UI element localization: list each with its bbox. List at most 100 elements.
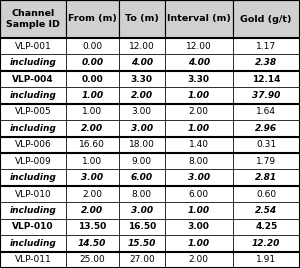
Bar (165, 104, 232, 120)
Bar (118, 252, 165, 268)
Bar (232, 54, 300, 71)
Text: 18.00: 18.00 (129, 140, 155, 149)
Bar (0, 137, 66, 153)
Text: 4.00: 4.00 (131, 58, 153, 67)
Text: including: including (10, 58, 56, 67)
Text: 2.00: 2.00 (81, 206, 103, 215)
Bar (165, 153, 232, 169)
Text: 12.00: 12.00 (186, 42, 212, 51)
Bar (165, 219, 232, 235)
Bar (66, 137, 118, 153)
Text: including: including (10, 239, 56, 248)
Bar (232, 38, 300, 54)
Text: 1.79: 1.79 (256, 157, 276, 166)
Text: 1.00: 1.00 (188, 206, 210, 215)
Bar (232, 169, 300, 186)
Bar (165, 71, 232, 87)
Bar (0, 202, 66, 219)
Text: 0.00: 0.00 (81, 75, 103, 84)
Text: 3.00: 3.00 (81, 173, 103, 182)
Text: 3.00: 3.00 (131, 124, 153, 133)
Bar (165, 120, 232, 137)
Text: 27.00: 27.00 (129, 255, 154, 264)
Text: 3.30: 3.30 (131, 75, 153, 84)
Text: 16.60: 16.60 (79, 140, 105, 149)
Bar (66, 87, 118, 104)
Bar (165, 87, 232, 104)
Text: 3.00: 3.00 (132, 107, 152, 116)
Text: 2.00: 2.00 (82, 189, 102, 199)
Text: 12.00: 12.00 (129, 42, 154, 51)
Bar (232, 104, 300, 120)
Text: 37.90: 37.90 (252, 91, 280, 100)
Bar (66, 71, 118, 87)
Text: 6.00: 6.00 (189, 189, 209, 199)
Text: 8.00: 8.00 (132, 189, 152, 199)
Bar (232, 219, 300, 235)
Bar (165, 202, 232, 219)
Bar (232, 202, 300, 219)
Text: From (m): From (m) (68, 14, 117, 24)
Text: VLP-004: VLP-004 (12, 75, 54, 84)
Bar (66, 38, 118, 54)
Text: VLP-001: VLP-001 (15, 42, 51, 51)
Bar (165, 38, 232, 54)
Text: 1.00: 1.00 (82, 157, 102, 166)
Text: 0.00: 0.00 (81, 58, 103, 67)
Bar (118, 186, 165, 202)
Bar (0, 54, 66, 71)
Bar (0, 104, 66, 120)
Text: including: including (10, 173, 56, 182)
Text: 0.60: 0.60 (256, 189, 276, 199)
Bar (232, 0, 300, 38)
Text: 2.81: 2.81 (255, 173, 277, 182)
Bar (66, 235, 118, 252)
Bar (118, 120, 165, 137)
Bar (66, 202, 118, 219)
Text: 4.00: 4.00 (188, 58, 210, 67)
Bar (66, 252, 118, 268)
Bar (118, 169, 165, 186)
Bar (0, 38, 66, 54)
Text: 3.30: 3.30 (188, 75, 210, 84)
Text: VLP-010: VLP-010 (15, 189, 51, 199)
Text: 2.54: 2.54 (255, 206, 277, 215)
Text: VLP-010: VLP-010 (12, 222, 54, 232)
Text: 13.50: 13.50 (78, 222, 106, 232)
Text: Interval (m): Interval (m) (167, 14, 231, 24)
Bar (232, 186, 300, 202)
Text: 2.96: 2.96 (255, 124, 277, 133)
Bar (118, 87, 165, 104)
Bar (232, 71, 300, 87)
Text: 2.00: 2.00 (131, 91, 153, 100)
Bar (0, 71, 66, 87)
Text: 3.00: 3.00 (188, 222, 210, 232)
Text: including: including (10, 91, 56, 100)
Bar (118, 219, 165, 235)
Bar (165, 137, 232, 153)
Bar (165, 235, 232, 252)
Bar (232, 153, 300, 169)
Text: 2.38: 2.38 (255, 58, 277, 67)
Text: 3.00: 3.00 (188, 173, 210, 182)
Bar (0, 219, 66, 235)
Text: 1.00: 1.00 (188, 239, 210, 248)
Bar (118, 0, 165, 38)
Bar (165, 169, 232, 186)
Bar (118, 235, 165, 252)
Text: 0.00: 0.00 (82, 42, 102, 51)
Bar (232, 120, 300, 137)
Bar (0, 120, 66, 137)
Text: VLP-011: VLP-011 (15, 255, 51, 264)
Bar (232, 137, 300, 153)
Bar (0, 0, 66, 38)
Bar (66, 104, 118, 120)
Bar (0, 186, 66, 202)
Text: 1.00: 1.00 (188, 91, 210, 100)
Bar (66, 120, 118, 137)
Bar (118, 153, 165, 169)
Bar (232, 87, 300, 104)
Text: including: including (10, 206, 56, 215)
Text: 2.00: 2.00 (81, 124, 103, 133)
Bar (118, 38, 165, 54)
